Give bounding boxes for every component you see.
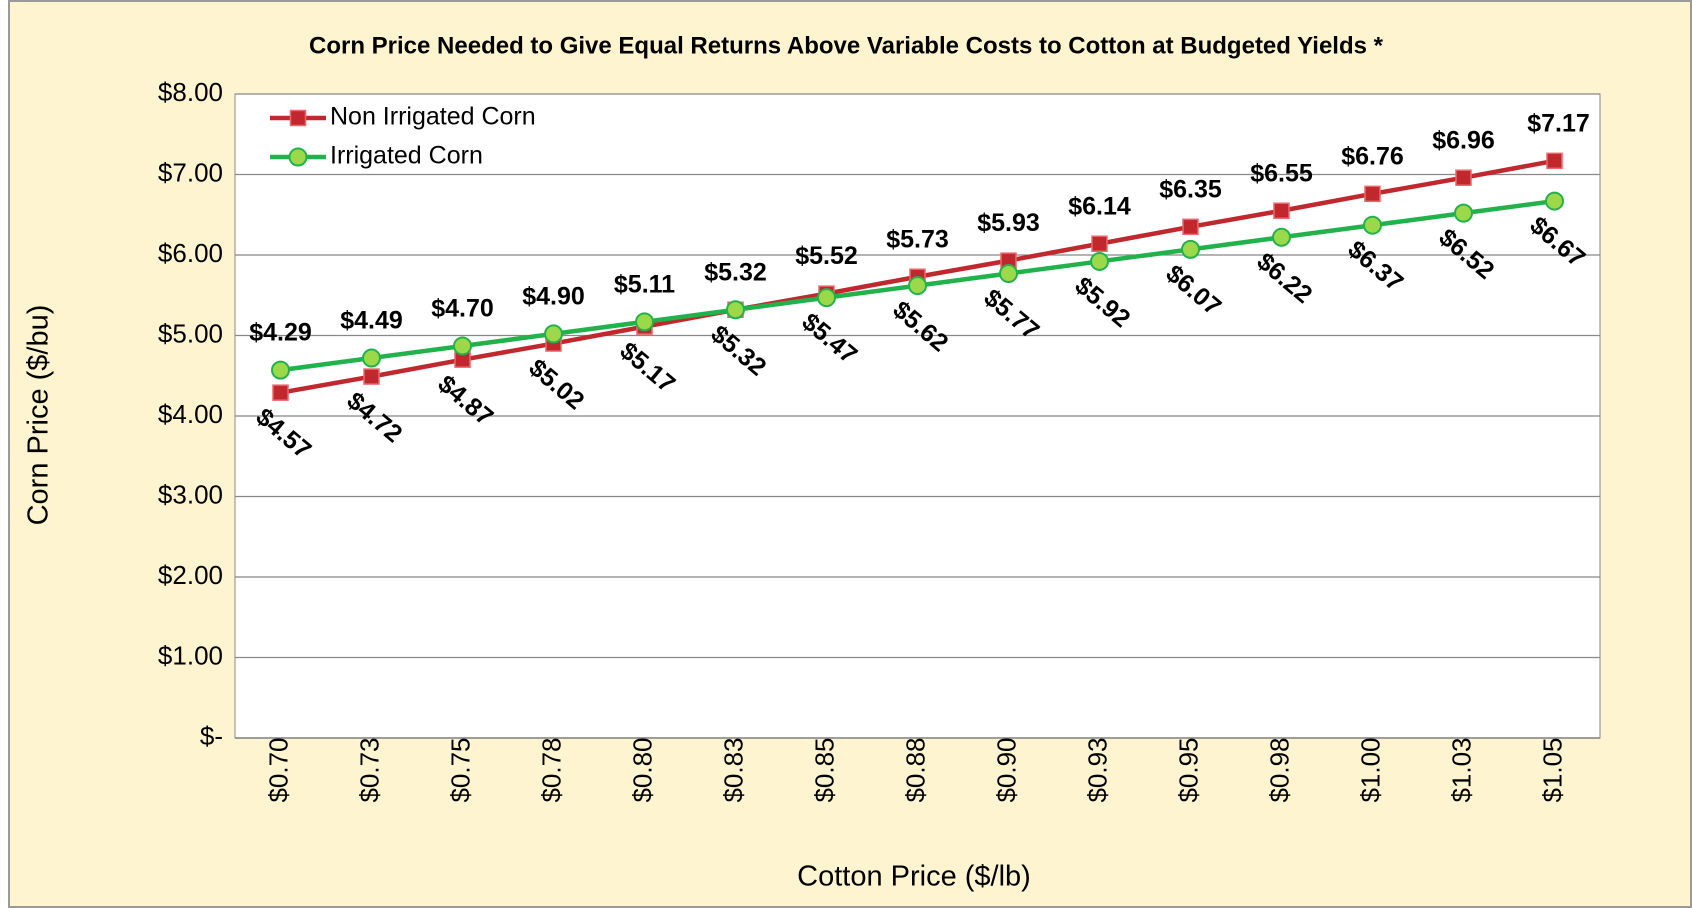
x-tick-label: $0.83: [718, 737, 748, 802]
marker: [1090, 251, 1109, 271]
marks: [271, 152, 1564, 401]
data-label: $6.76: [1341, 142, 1404, 170]
y-tick-label: $3.00: [158, 479, 223, 509]
marker: [1091, 235, 1108, 252]
data-label: $5.52: [795, 242, 858, 270]
y-tick-label: $4.00: [158, 399, 223, 429]
y-tick-label: $2.00: [158, 560, 223, 590]
marker: [1454, 203, 1473, 223]
marker: [1545, 191, 1564, 211]
marker: [363, 368, 380, 385]
y-tick-label: $1.00: [158, 640, 223, 670]
data-label: $5.93: [977, 209, 1040, 237]
marker: [1272, 227, 1291, 247]
data-label: $4.49: [340, 307, 403, 335]
x-tick-label: $0.70: [263, 737, 293, 802]
marker: [1182, 218, 1199, 236]
x-tick-label: $1.00: [1355, 737, 1385, 802]
legend-marker: [289, 109, 307, 127]
y-axis-title: Corn Price ($/bu): [23, 305, 55, 526]
y-tick-label: $-: [200, 721, 223, 751]
marker: [1181, 239, 1200, 259]
data-label: $7.17: [1527, 109, 1590, 137]
marker: [999, 264, 1018, 284]
x-tick-label: $0.75: [445, 737, 475, 802]
chart-title: Corn Price Needed to Give Equal Returns …: [309, 32, 1384, 59]
x-tick-label: $0.98: [1264, 737, 1294, 802]
marker: [1455, 169, 1472, 186]
marker: [1273, 202, 1290, 219]
legend-marker: [288, 147, 308, 167]
data-label: $4.90: [522, 282, 585, 310]
x-tick-label: $1.03: [1446, 737, 1476, 802]
x-tick-label: $0.78: [536, 737, 566, 802]
data-label: $6.55: [1250, 159, 1313, 187]
data-label: $4.70: [431, 295, 494, 323]
x-tick-label: $1.05: [1537, 737, 1567, 802]
marker: [817, 288, 836, 308]
y-tick-label: $7.00: [158, 157, 223, 187]
x-tick-label: $0.73: [354, 737, 384, 802]
grid: [235, 93, 1600, 739]
x-tick-label: $0.88: [900, 737, 930, 802]
marker: [453, 336, 472, 356]
marker: [362, 348, 381, 368]
x-tick-label: $0.95: [1173, 737, 1203, 802]
data-label: $5.11: [614, 270, 675, 298]
x-tick-label: $0.85: [809, 737, 839, 802]
x-tick-label: $0.80: [627, 737, 657, 802]
data-label: $6.96: [1432, 126, 1495, 154]
data-label: $5.73: [886, 225, 949, 253]
marker: [635, 312, 654, 332]
data-label: $4.29: [249, 319, 312, 347]
marker: [908, 276, 927, 296]
x-tick-label: $0.93: [1082, 737, 1112, 802]
marker: [272, 384, 289, 401]
data-label: $5.32: [704, 258, 767, 286]
data-label: $6.35: [1159, 175, 1222, 203]
marker: [1363, 215, 1382, 235]
marker: [544, 324, 563, 344]
y-tick-label: $8.00: [158, 77, 223, 107]
marker: [1364, 185, 1381, 203]
marker: [726, 300, 745, 320]
y-tick-label: $5.00: [158, 318, 223, 348]
marker: [1546, 152, 1563, 170]
x-tick-label: $0.90: [991, 737, 1021, 802]
y-tick-label: $6.00: [158, 238, 223, 268]
legend-label: Non Irrigated Corn: [330, 103, 536, 131]
legend-label: Irrigated Corn: [330, 142, 483, 170]
x-axis-title: Cotton Price ($/lb): [797, 861, 1031, 893]
data-label: $6.14: [1068, 192, 1131, 220]
marker: [271, 360, 290, 380]
